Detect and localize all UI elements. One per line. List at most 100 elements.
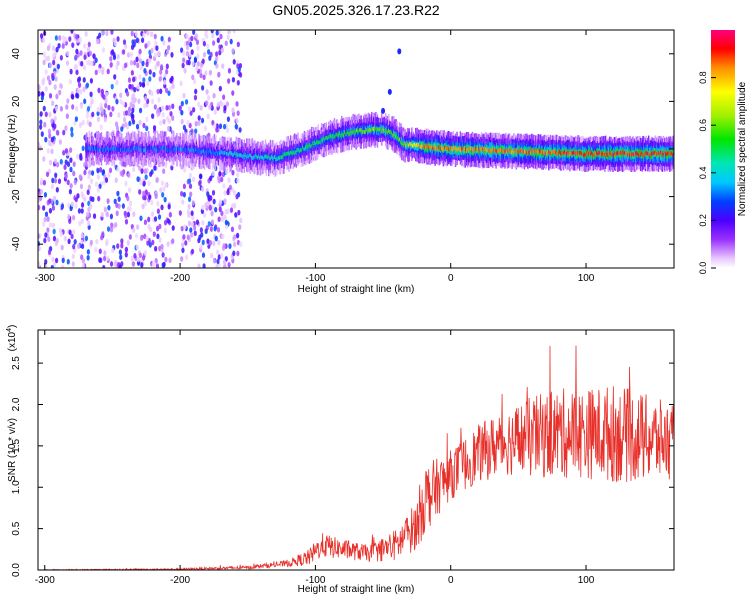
x-tick-label: 100 [578,575,595,586]
noise-cell [238,127,242,133]
noise-cell [89,178,93,184]
ridge-cell [410,142,412,147]
ridge-cell [606,150,609,155]
noise-cell [171,115,175,121]
colorbar-tick-label: 0.6 [698,119,708,132]
noise-cell [103,255,107,262]
ridge-cell [240,153,242,158]
noise-cell [131,107,135,114]
noise-cell [202,40,207,47]
ridge-cell [419,143,421,148]
noise-cell [168,257,172,264]
noise-cell [67,238,71,245]
noise-cell [50,136,54,143]
ridge-cell [263,156,265,161]
noise-cell [142,32,146,39]
ridge-cell [311,141,314,146]
ridge-cell [606,150,609,160]
ridge-cell [332,133,334,143]
ridge-cell [403,143,406,148]
ridge-cell [233,152,235,157]
noise-cell [186,119,190,126]
noise-cell [87,41,91,48]
ridge-cell [147,146,149,155]
noise-cell [206,191,210,197]
ridge-cell [199,150,202,155]
ridge-cell [355,128,358,132]
noise-cell [149,226,153,233]
noise-cell [212,92,216,99]
noise-cell [48,207,53,214]
x-tick-label: -100 [305,273,325,284]
noise-cell [114,259,118,266]
ridge-cell [260,151,263,161]
noise-cell [133,252,137,259]
noise-cell [97,87,101,94]
noise-cell [148,194,152,200]
ridge-cell [128,148,130,153]
ridge-cell [487,148,489,152]
noise-cell [104,177,109,183]
ridge-cell [179,147,181,152]
noise-cell [159,120,163,126]
ridge-cell [512,148,514,153]
ridge-cell [590,152,592,157]
noise-cell [69,147,73,153]
noise-cell [78,122,82,128]
ridge-cell [345,127,348,137]
noise-cell [109,213,114,220]
ridge-cell [316,140,319,145]
noise-cell [50,264,54,268]
ridge-cell [449,146,452,155]
noise-cell [82,64,87,71]
ridge-cell [250,153,252,158]
ridge-cell [472,149,475,153]
ridge-cell [497,148,500,153]
noise-cell [115,210,119,217]
ridge-cell [208,149,211,153]
noise-cell [73,179,77,186]
ridge-cell [155,148,158,153]
ridge-cell [630,148,633,158]
noise-cell [75,153,80,160]
ridge-cell [149,148,151,153]
ridge-cell [613,152,615,157]
noise-cell [215,126,219,133]
ridge-cell [158,146,160,151]
noise-cell [89,91,93,98]
ridge-cell [620,150,622,155]
noise-cell [227,78,231,84]
ridge-cell [649,153,652,158]
ridge-cell [479,144,481,153]
ridge-cell [297,147,299,152]
noise-cell [199,72,203,79]
noise-cell [126,52,131,58]
ridge-cell [91,147,94,151]
noise-cell [159,69,163,75]
ridge-cell [125,143,127,152]
ridge-cell [199,145,202,155]
noise-cell [228,184,232,191]
ridge-cell [210,149,212,154]
noise-cell [113,40,118,47]
noise-cell [103,206,107,213]
ridge-cell [410,142,413,146]
ridge-cell [262,155,264,160]
ridge-cell [121,148,123,152]
ridge-cell [164,145,166,150]
noise-cell [182,234,186,240]
ridge-cell [348,132,350,136]
noise-cell [183,67,187,74]
ridge-cell [542,151,544,156]
ridge-cell [188,147,190,152]
ridge-cell [587,151,589,156]
noise-cell [70,30,74,34]
noise-cell [154,193,158,199]
ridge-cell [631,152,634,156]
ridge-cell [361,128,363,137]
noise-cell [196,53,200,60]
noise-cell [106,226,111,232]
ridge-cell [659,148,661,158]
noise-cell [83,196,87,203]
ridge-cell [617,150,620,155]
